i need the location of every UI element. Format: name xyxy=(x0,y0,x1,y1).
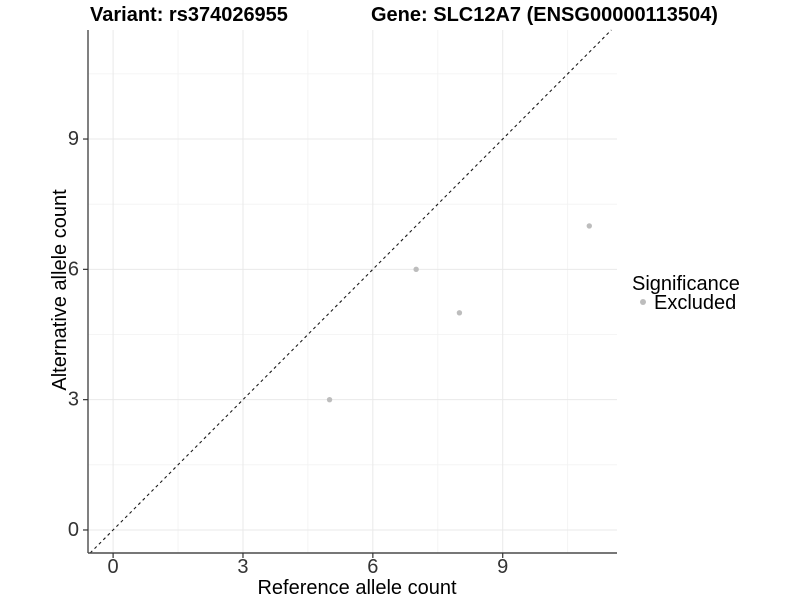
scatter-point xyxy=(456,310,463,316)
legend-title: Significance xyxy=(632,273,740,295)
legend: Significance Excluded xyxy=(632,273,740,314)
x-tick-label: 0 xyxy=(108,556,119,578)
legend-item-label: Excluded xyxy=(654,292,736,314)
scatter-point xyxy=(586,223,592,229)
tick-labels: 0 3 6 9 0 3 6 9 xyxy=(68,128,508,578)
axis-lines xyxy=(87,30,617,554)
plot-title-variant: Variant: rs374026955 xyxy=(90,4,288,26)
scatter-point xyxy=(413,266,419,273)
y-tick-label: 3 xyxy=(68,389,79,411)
scatter-point xyxy=(326,396,333,403)
legend-key-dot xyxy=(640,299,646,305)
x-tick-label: 3 xyxy=(237,556,248,578)
y-tick-label: 6 xyxy=(68,258,79,280)
tick-marks xyxy=(83,138,504,558)
x-axis-title: Reference allele count xyxy=(257,577,456,599)
data-points xyxy=(326,223,592,403)
identity-dashed-line xyxy=(89,29,612,554)
y-tick-label: 0 xyxy=(68,519,79,541)
y-axis-title: Alternative allele count xyxy=(49,189,71,391)
major-gridlines xyxy=(88,30,617,553)
x-tick-label: 9 xyxy=(497,556,508,578)
identity-line xyxy=(89,29,612,554)
y-tick-label: 9 xyxy=(68,128,79,150)
plot-title-gene: Gene: SLC12A7 (ENSG00000113504) xyxy=(371,4,718,26)
x-tick-label: 6 xyxy=(367,556,378,578)
minor-gridlines xyxy=(88,30,617,553)
